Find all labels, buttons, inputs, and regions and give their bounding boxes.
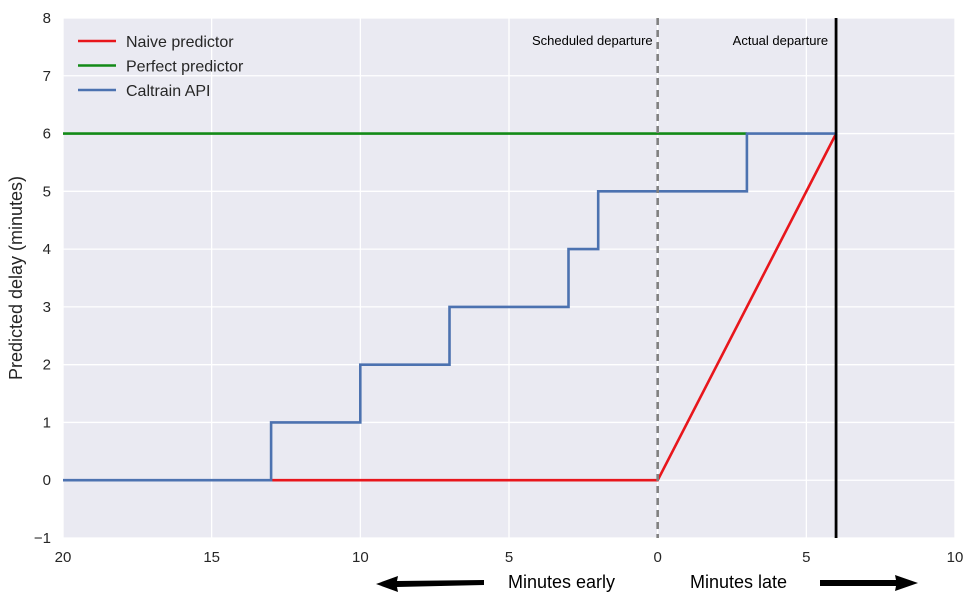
x-tick-label: 10	[352, 549, 369, 566]
x-tick-label: 5	[802, 549, 810, 566]
caltrain-api-line	[63, 132, 837, 482]
y-tick-label: 6	[43, 126, 51, 143]
y-tick-label: 7	[43, 68, 51, 85]
x-tick-label: 0	[653, 549, 661, 566]
arrow-left-icon	[376, 576, 484, 592]
x-tick-label: 10	[947, 549, 964, 566]
legend: Naive predictor Perfect predictor Caltrain…	[78, 34, 244, 100]
y-tick-label: 1	[43, 414, 51, 431]
y-tick-label: 5	[43, 183, 51, 200]
y-tick-label: −1	[34, 530, 51, 547]
y-tick-label: 4	[43, 241, 51, 258]
legend-label: Perfect predictor	[126, 59, 244, 76]
y-tick-label: 8	[43, 10, 51, 27]
minutes-early-label: Minutes early	[508, 572, 615, 592]
y-tick-labels: −1 0 1 2 3 4 5 6 7 8	[34, 10, 51, 547]
arrow-right-icon	[820, 575, 918, 591]
x-tick-label: 5	[505, 549, 513, 566]
x-tick-labels: 20 15 10 5 0 5 10	[55, 549, 964, 566]
y-tick-label: 0	[43, 472, 51, 489]
actual-departure-label: Actual departure	[733, 33, 828, 48]
legend-label: Naive predictor	[126, 34, 234, 51]
x-tick-label: 15	[203, 549, 220, 566]
scheduled-departure-label: Scheduled departure	[532, 33, 653, 48]
y-axis-label: Predicted delay (minutes)	[6, 176, 26, 380]
legend-label: Caltrain API	[126, 83, 210, 100]
y-tick-label: 2	[43, 357, 51, 374]
y-tick-label: 3	[43, 299, 51, 316]
x-tick-label: 20	[55, 549, 72, 566]
minutes-late-label: Minutes late	[690, 572, 787, 592]
